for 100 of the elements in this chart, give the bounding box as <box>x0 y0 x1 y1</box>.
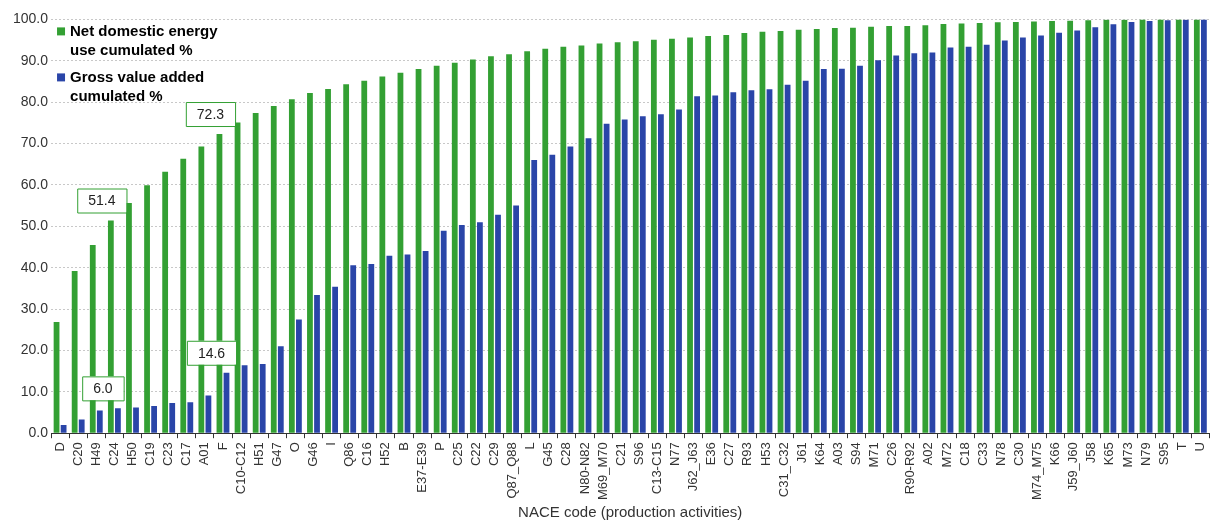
bar <box>857 65 863 433</box>
bar <box>1193 19 1200 433</box>
x-tick-label: C23 <box>160 442 176 467</box>
bar <box>488 56 494 433</box>
bar <box>723 35 730 433</box>
bar <box>506 54 512 433</box>
bar <box>1085 20 1092 433</box>
x-tick-label: H49 <box>87 442 103 467</box>
bar <box>1175 19 1182 433</box>
bar <box>839 68 845 433</box>
bar <box>440 230 447 433</box>
bar <box>813 28 820 433</box>
bar <box>252 112 259 433</box>
x-tick-label: O <box>286 442 302 453</box>
bar <box>71 270 78 433</box>
x-tick-label: H52 <box>377 442 393 467</box>
bar <box>1001 40 1008 433</box>
bar <box>1056 32 1062 433</box>
bar <box>296 319 302 433</box>
bar <box>144 185 150 433</box>
bar <box>288 99 295 433</box>
bar <box>1031 21 1037 433</box>
x-tick-label: C24 <box>105 442 121 467</box>
y-tick-label: 20.0 <box>20 341 49 358</box>
y-tick-label: 50.0 <box>20 217 49 234</box>
x-tick-label: I <box>323 442 339 446</box>
x-tick-label: C28 <box>558 442 574 467</box>
x-tick-label: C22 <box>467 442 483 467</box>
bar <box>422 251 429 433</box>
x-tick-label: M69_M70 <box>594 442 610 500</box>
bar <box>531 160 538 433</box>
x-tick-label: C10-C12 <box>232 442 248 495</box>
bar <box>983 44 990 433</box>
bar <box>169 402 176 433</box>
bar <box>614 42 621 433</box>
y-tick-label: 10.0 <box>20 382 49 399</box>
data-label: 51.4 <box>88 192 116 209</box>
bar <box>433 65 440 433</box>
x-tick-label: A01 <box>196 442 212 466</box>
x-tick-label: M72 <box>938 442 954 468</box>
bar <box>469 59 476 433</box>
bar <box>513 205 519 433</box>
x-tick-label: M74_M75 <box>1029 442 1045 500</box>
bar <box>741 33 748 433</box>
bar <box>133 407 139 433</box>
bar <box>542 48 549 433</box>
bar <box>151 405 158 433</box>
x-tick-label: G46 <box>305 442 321 467</box>
bar <box>379 76 386 433</box>
bar <box>332 286 338 433</box>
y-tick-label: 100.0 <box>12 10 49 27</box>
bar <box>259 364 266 433</box>
bar <box>603 123 610 433</box>
y-tick-label: 80.0 <box>20 93 49 110</box>
bar <box>1020 37 1026 433</box>
bar <box>115 408 121 433</box>
bar <box>730 92 737 433</box>
x-tick-label: T <box>1173 442 1189 451</box>
y-tick-label: 40.0 <box>20 258 49 275</box>
bar <box>1074 30 1081 433</box>
x-tick-label: K66 <box>1047 442 1063 466</box>
x-tick-label: C29 <box>486 442 502 467</box>
x-tick-label: Q86 <box>341 442 357 467</box>
x-tick-label: E37-E39 <box>413 442 429 493</box>
x-tick-label: Q87_Q88 <box>504 442 520 499</box>
bar <box>621 119 628 433</box>
x-tick-label: B <box>395 442 411 451</box>
bar <box>850 27 856 433</box>
x-tick-label: M73 <box>1119 442 1135 468</box>
bar <box>325 88 331 433</box>
bar <box>976 23 983 433</box>
y-tick-label: 0.0 <box>28 424 49 441</box>
x-tick-label: K65 <box>1101 442 1117 466</box>
bar <box>60 424 67 433</box>
x-tick-label: C31_C32 <box>775 442 791 498</box>
data-label: 14.6 <box>197 344 226 361</box>
y-tick-label: 30.0 <box>20 299 49 316</box>
bar <box>277 346 284 433</box>
y-tick-label: 60.0 <box>20 175 49 192</box>
bar <box>350 265 357 433</box>
x-tick-label: N80-N82 <box>576 442 592 495</box>
bar <box>368 263 375 433</box>
y-tick-label: 70.0 <box>20 134 49 151</box>
x-tick-label: S94 <box>848 442 864 466</box>
x-tick-label: N77 <box>667 442 683 467</box>
x-tick-label: N78 <box>992 442 1008 467</box>
bar <box>676 109 682 433</box>
legend-label: Gross value added cumulated % <box>70 67 205 104</box>
bar <box>1067 20 1074 433</box>
x-tick-label: S95 <box>1155 442 1171 466</box>
bar <box>904 26 911 433</box>
bar <box>687 37 693 433</box>
bar <box>549 154 556 433</box>
bar <box>1012 21 1019 433</box>
bar <box>886 26 893 433</box>
bar <box>307 93 313 433</box>
bar <box>458 225 465 433</box>
bar <box>868 26 874 433</box>
x-tick-label: F <box>214 442 230 451</box>
bar <box>669 38 675 433</box>
